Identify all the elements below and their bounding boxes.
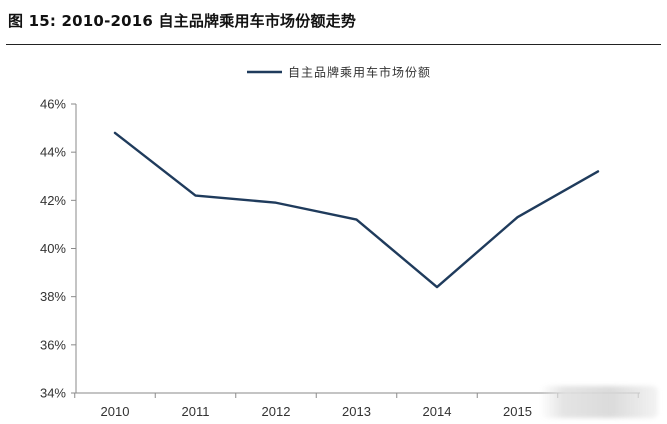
title-divider [6,44,661,45]
x-tick-label: 2014 [423,404,452,419]
x-tick-label: 2011 [182,404,210,419]
x-tick-label: 2015 [503,404,532,419]
y-tick-label: 44% [40,145,66,160]
figure-title: 图 15: 2010-2016 自主品牌乘用车市场份额走势 [8,12,357,30]
y-tick-label: 34% [40,386,66,401]
series-group [113,131,600,289]
x-tick-label: 2013 [342,404,371,419]
y-tick-label: 38% [40,289,66,304]
chart-axes [75,104,640,394]
legend: 自主品牌乘用车市场份额 [247,65,431,80]
x-tick-label: 2010 [101,404,130,419]
x-tick-label: 2012 [262,404,291,419]
y-tick-label: 40% [40,241,66,256]
y-tick-label: 42% [40,193,66,208]
watermark-blur [540,386,658,418]
y-tick-label: 46% [40,97,66,112]
y-axis-ticks: 34% 36% 38% 40% 42% 44% 46% [40,97,76,401]
series-line [113,131,600,289]
y-tick-label: 36% [40,337,66,352]
legend-label: 自主品牌乘用车市场份额 [288,65,431,80]
x-axis-ticks: 2010 2011 2012 2013 2014 2015 [74,393,639,419]
